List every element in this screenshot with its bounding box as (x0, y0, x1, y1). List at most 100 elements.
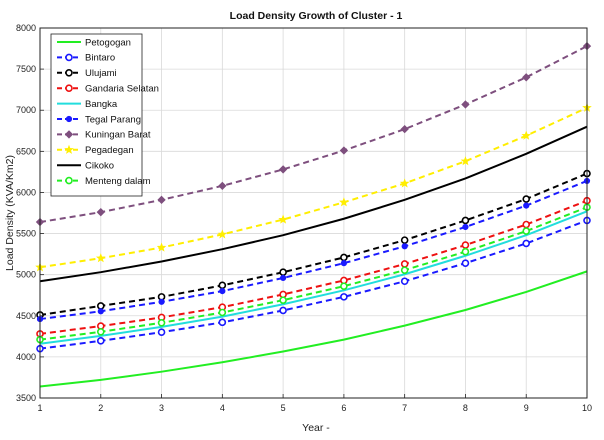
legend-label-pegadegan: Pegadegan (85, 145, 134, 156)
data-point-tegal-parang (219, 288, 226, 295)
series-line-pegadegan (39, 106, 588, 269)
series-line-ulujami (39, 172, 588, 316)
legend-label-tegal-parang: Tegal Parang (85, 114, 141, 125)
legend-label-kuningan-barat: Kuningan Barat (85, 130, 151, 141)
series-line-cikoko (39, 125, 588, 283)
data-point-bintaro (96, 337, 105, 345)
y-tick-label: 8000 (16, 23, 36, 33)
legend: Petogogan Bintaro Ulujami Gandaria Selatan B… (50, 33, 159, 197)
y-tick-label: 4000 (16, 352, 36, 362)
y-tick-label: 6500 (16, 146, 36, 156)
series-kuningan-barat (35, 41, 592, 227)
x-axis-ticks: 1 2 3 4 5 6 7 8 9 10 (37, 394, 592, 413)
data-point-gandaria-selatan (522, 220, 531, 229)
y-tick-label: 4500 (16, 311, 36, 321)
data-point-menteng-dalam (218, 308, 227, 317)
data-point-kuningan-barat (461, 100, 470, 109)
series-menteng-dalam (36, 203, 591, 344)
y-tick-label: 5500 (16, 229, 36, 239)
legend-marker-kuningan-barat (64, 130, 74, 139)
series-line-menteng-dalam (39, 206, 588, 341)
data-point-kuningan-barat (522, 73, 531, 82)
legend-marker-ulujami (65, 69, 73, 77)
data-point-pegadegan (339, 197, 349, 207)
data-point-pegadegan (278, 214, 288, 224)
legend-marker-gandaria-selatan (65, 84, 73, 92)
data-point-pegadegan (156, 242, 167, 252)
data-point-menteng-dalam (340, 282, 348, 290)
legend-marker-menteng-dalam (65, 176, 73, 185)
data-point-menteng-dalam (157, 318, 166, 327)
data-point-bintaro (400, 277, 409, 286)
series-layer (35, 41, 592, 388)
series-tegal-parang (36, 177, 591, 323)
series-line-gandaria-selatan (39, 199, 588, 335)
data-point-pegadegan (217, 229, 228, 239)
legend-marker-tegal-parang (65, 115, 73, 123)
series-pegadegan (35, 102, 592, 272)
series-cikoko (39, 125, 588, 283)
series-ulujami (36, 169, 591, 319)
series-petogogan (39, 270, 588, 388)
series-bangka (39, 210, 588, 345)
legend-label-bangka: Bangka (85, 99, 118, 110)
y-axis-ticks: 3500 4000 4500 5000 5500 6000 6500 7000 7500 8000 (16, 23, 44, 403)
legend-label-petogogan: Petogogan (85, 37, 131, 48)
data-point-pegadegan (95, 253, 106, 263)
series-line-kuningan-barat (39, 45, 588, 224)
y-tick-label: 7500 (16, 64, 36, 74)
data-point-ulujami (96, 302, 105, 310)
data-point-kuningan-barat (157, 195, 166, 205)
y-tick-label: 6000 (16, 187, 36, 197)
data-point-bintaro (157, 328, 166, 337)
data-point-kuningan-barat (218, 181, 227, 191)
x-tick-label: 5 (281, 403, 286, 413)
data-point-tegal-parang (280, 274, 287, 282)
legend-label-bintaro: Bintaro (85, 53, 115, 64)
legend-label-cikoko: Cikoko (85, 161, 114, 172)
data-point-ulujami (218, 281, 227, 290)
x-tick-label: 8 (463, 403, 468, 413)
series-line-tegal-parang (39, 180, 588, 321)
x-tick-label: 2 (98, 403, 103, 413)
series-bintaro (36, 216, 591, 353)
data-point-bintaro (218, 318, 227, 327)
series-gandaria-selatan (36, 196, 591, 338)
x-axis-label: Year - (302, 422, 330, 434)
data-point-bintaro (340, 293, 348, 301)
data-point-tegal-parang (97, 308, 104, 315)
series-line-petogogan (39, 270, 588, 388)
legend-marker-bintaro (65, 53, 73, 62)
series-line-bintaro (39, 219, 588, 350)
data-point-menteng-dalam (522, 227, 531, 235)
data-point-pegadegan (399, 178, 410, 188)
data-point-ulujami (340, 253, 348, 262)
y-tick-label: 7000 (16, 105, 36, 115)
chart-title: Load Density Growth of Cluster - 1 (230, 10, 403, 22)
data-point-bintaro (522, 239, 531, 248)
data-point-menteng-dalam (400, 266, 409, 274)
legend-label-menteng-dalam: Menteng dalam (85, 176, 151, 187)
data-point-kuningan-barat (400, 124, 409, 134)
legend-label-ulujami: Ulujami (85, 68, 117, 79)
data-point-ulujami (522, 195, 531, 203)
data-point-kuningan-barat (278, 165, 288, 174)
data-point-tegal-parang (523, 202, 530, 209)
data-point-menteng-dalam (461, 247, 470, 256)
data-point-ulujami (400, 236, 409, 244)
x-tick-label: 7 (402, 403, 407, 413)
y-tick-label: 3500 (16, 393, 36, 403)
series-line-bangka (39, 210, 588, 345)
data-point-tegal-parang (158, 298, 165, 305)
data-point-kuningan-barat (96, 208, 105, 217)
legend-box (50, 33, 143, 197)
x-tick-label: 10 (582, 403, 592, 413)
y-tick-label: 5000 (16, 270, 36, 280)
x-tick-label: 3 (159, 403, 164, 413)
data-point-gandaria-selatan (461, 241, 470, 249)
data-point-tegal-parang (340, 260, 347, 267)
legend-marker-pegadegan (64, 144, 74, 154)
legend-label-gandaria-selatan: Gandaria Selatan (85, 84, 159, 95)
data-point-pegadegan (460, 156, 471, 166)
x-tick-label: 1 (37, 403, 42, 413)
